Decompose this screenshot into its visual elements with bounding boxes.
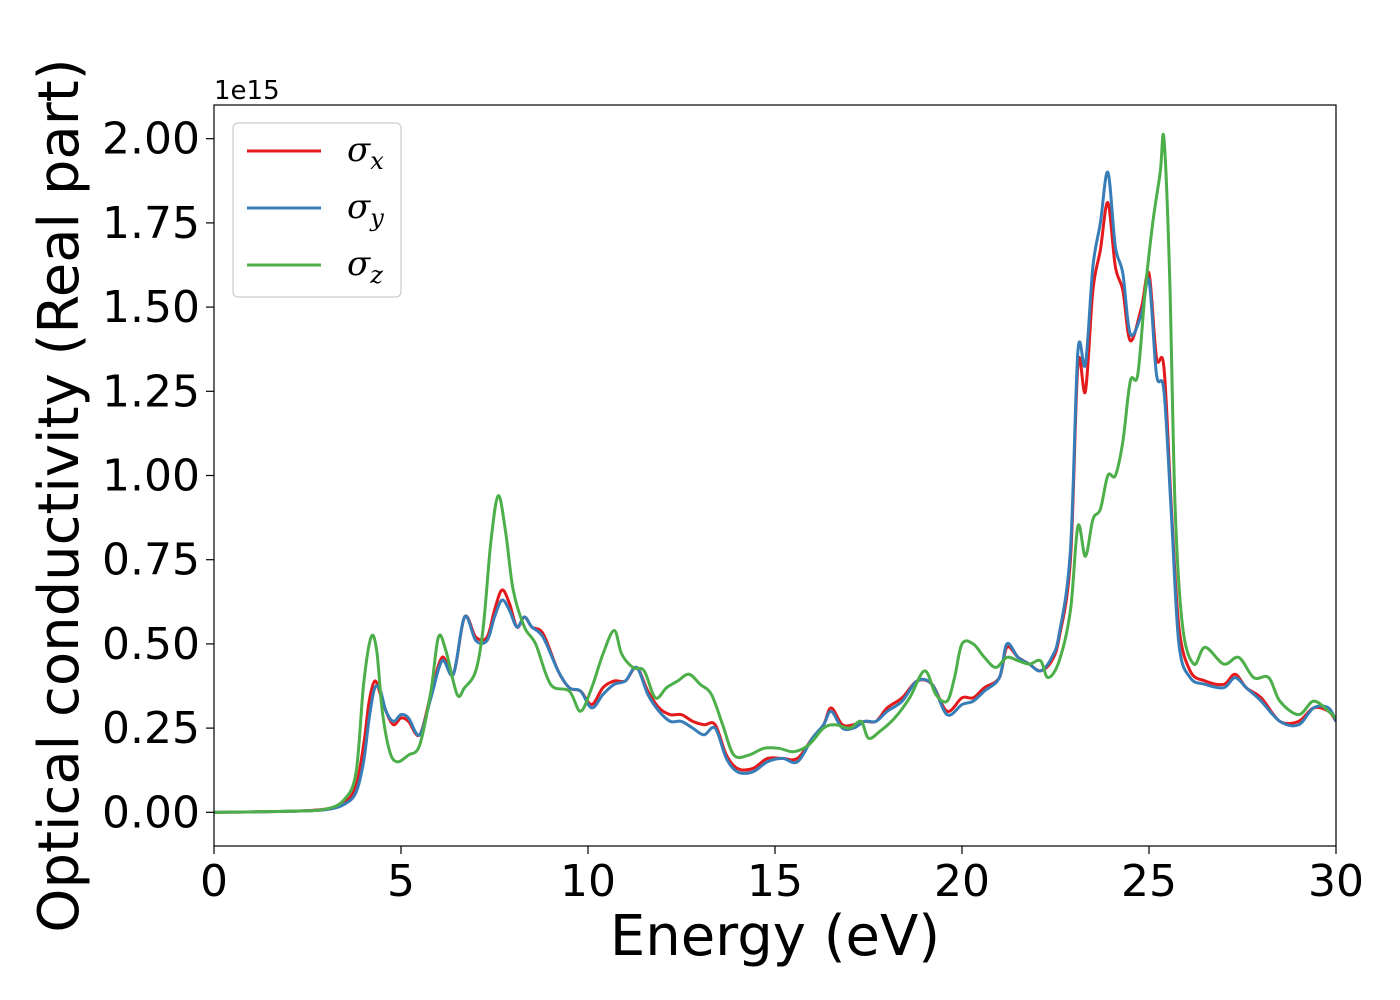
legend-label-x: σx bbox=[347, 130, 384, 175]
y-tick-label: 2.00 bbox=[102, 114, 200, 165]
series-layer bbox=[214, 133, 1336, 814]
x-tick-label: 10 bbox=[560, 856, 616, 907]
y-tick-label: 0.50 bbox=[102, 619, 200, 670]
y-axis-ticks: 0.00 0.25 0.50 0.75 1.00 1.25 1.50 1.75 2.00 bbox=[102, 114, 214, 838]
x-tick-label: 0 bbox=[200, 856, 228, 907]
legend-label-z: σz bbox=[347, 244, 383, 289]
y-tick-label: 1.50 bbox=[102, 282, 200, 333]
x-tick-label: 25 bbox=[1121, 856, 1177, 907]
y-tick-label: 0.00 bbox=[102, 787, 200, 838]
y-tick-label: 0.75 bbox=[102, 535, 200, 586]
legend: σx σy σz bbox=[232, 122, 402, 298]
y-tick-label: 1.25 bbox=[102, 366, 200, 417]
x-tick-label: 20 bbox=[934, 856, 990, 907]
series-line-z bbox=[214, 133, 1336, 814]
legend-box bbox=[232, 122, 402, 298]
x-tick-label: 30 bbox=[1308, 856, 1364, 907]
y-tick-label: 1.75 bbox=[102, 198, 200, 249]
x-axis-label: Energy (eV) bbox=[610, 904, 940, 969]
y-axis-offset-label: 1e15 bbox=[214, 76, 280, 106]
y-tick-label: 0.25 bbox=[102, 703, 200, 754]
x-tick-label: 5 bbox=[387, 856, 415, 907]
series-line-y bbox=[214, 170, 1336, 814]
legend-label-y: σy bbox=[347, 187, 384, 232]
x-axis-ticks: 0 5 10 15 20 25 30 bbox=[200, 846, 1364, 907]
y-axis-label: Optical conductivity (Real part) bbox=[27, 58, 92, 932]
y-tick-label: 1.00 bbox=[102, 451, 200, 502]
x-tick-label: 15 bbox=[747, 856, 803, 907]
